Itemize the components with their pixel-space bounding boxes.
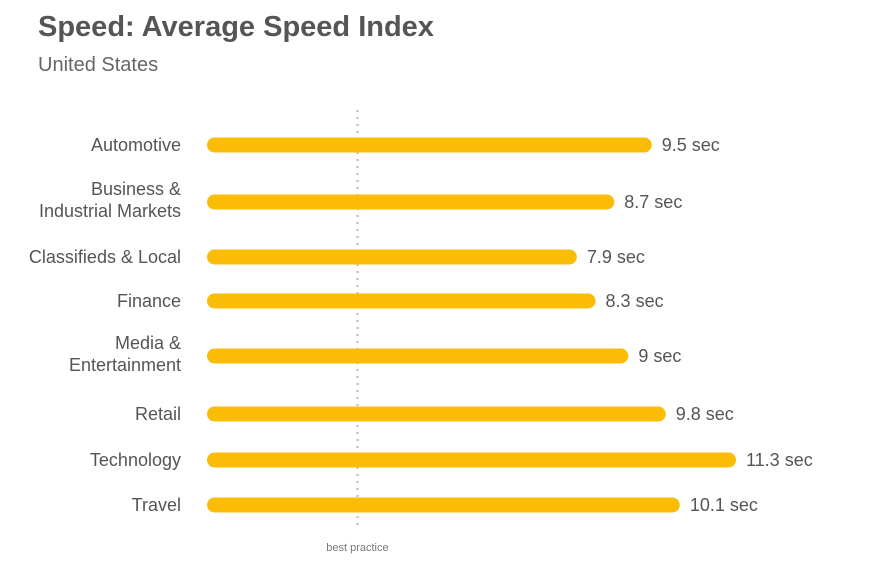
bar [207,249,577,265]
value-label: 9 sec [638,346,681,366]
category-label: Automotive [91,135,181,155]
bar [207,137,652,153]
value-label: 10.1 sec [690,495,758,515]
best-practice-label: best practice [326,542,388,554]
value-label: 7.9 sec [587,247,645,267]
category-label: Business & Industrial Markets [39,179,181,221]
bar [207,194,615,210]
category-label: Media & Entertainment [69,333,181,375]
bar [207,348,629,364]
value-label: 9.5 sec [662,135,720,155]
category-label: Classifieds & Local [29,247,181,267]
bar [207,293,596,309]
category-label: Technology [90,450,181,470]
bar [207,497,680,513]
value-label: 9.8 sec [676,404,734,424]
category-label: Finance [117,291,181,311]
chart-subtitle: United States [38,54,159,76]
chart-title: Speed: Average Speed Index [38,11,434,43]
value-label: 8.3 sec [606,291,664,311]
category-label: Travel [132,495,181,515]
value-label: 11.3 sec [746,450,813,470]
bar [207,406,666,422]
value-label: 8.7 sec [624,192,682,212]
category-label: Retail [135,404,181,424]
bar [207,452,736,468]
